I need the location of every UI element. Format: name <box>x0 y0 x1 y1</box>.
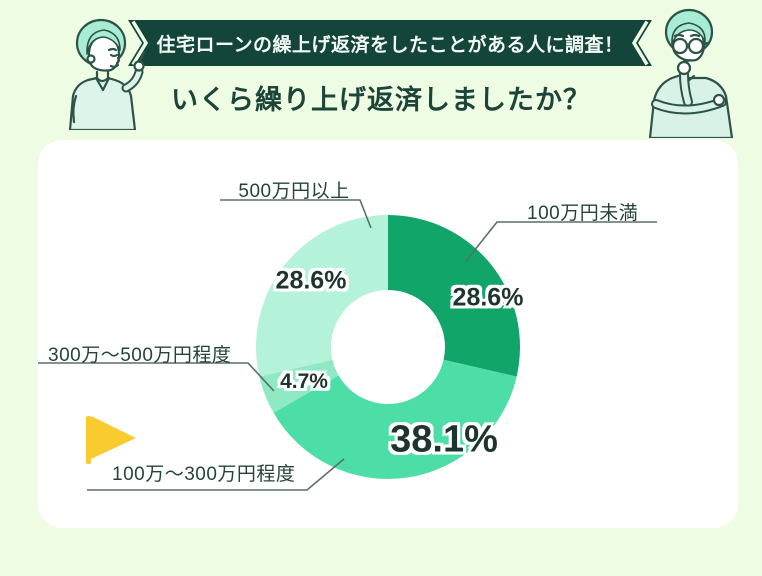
page-title: いくら繰り上げ返済しましたか？ <box>171 85 591 115</box>
illustration-woman-pointing-icon <box>68 18 146 130</box>
segment-value-100man-under: 28.6% <box>452 283 524 312</box>
segment-label-500man-over: 500万円以上 <box>238 181 350 202</box>
segment-label-300-500man: 300万～500万円程度 <box>48 345 232 366</box>
segment-label-100-300man: 100万～300万円程度 <box>112 464 296 485</box>
segment-value-300-500man: 4.7% <box>280 370 328 393</box>
segment-label-100man-under: 100万円未満 <box>527 203 639 224</box>
banner-title: 住宅ローンの繰上げ返済をしたことがある人に調査！ <box>156 34 624 56</box>
segment-value-100-300man: 38.1% <box>390 418 498 461</box>
illustration-man-thinking-icon <box>648 8 734 138</box>
segment-value-500man-over: 28.6% <box>275 266 347 295</box>
